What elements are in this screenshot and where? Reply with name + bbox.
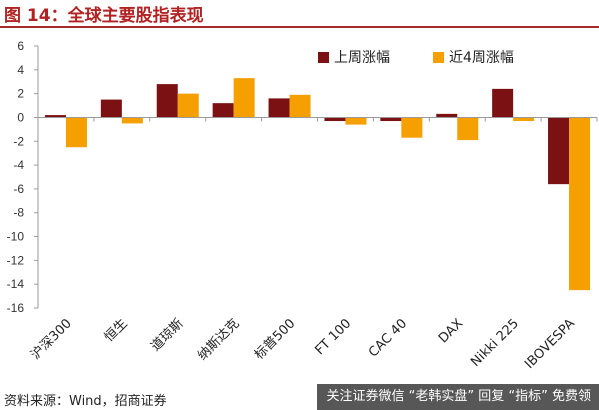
y-tick-label: -6 — [13, 182, 24, 196]
y-tick-label: 6 — [17, 39, 24, 53]
bar-four-week-8 — [513, 117, 535, 122]
x-category-label: FT 100 — [312, 316, 354, 358]
bar-weekly-1 — [100, 99, 122, 118]
bar-weekly-8 — [492, 88, 514, 118]
y-tick-label: 0 — [17, 110, 24, 124]
x-category-label: 标普500 — [252, 316, 299, 363]
bars — [44, 78, 591, 291]
bar-four-week-9 — [569, 117, 591, 291]
y-tick-label: -14 — [7, 277, 25, 291]
x-category-label: 恒生 — [102, 316, 131, 345]
legend-label-four-week: 近4周涨幅 — [449, 50, 514, 66]
bar-weekly-2 — [156, 84, 178, 118]
y-tick-label: -4 — [13, 158, 24, 172]
bar-weekly-5 — [324, 117, 346, 122]
bar-four-week-4 — [289, 94, 311, 118]
y-tick-label: -8 — [13, 206, 24, 220]
x-category-label: CAC 40 — [366, 316, 410, 360]
legend-label-weekly: 上周涨幅 — [334, 50, 390, 66]
x-category-label: IBOVESPA — [522, 316, 578, 372]
bar-four-week-2 — [177, 93, 199, 118]
y-tick-label: 2 — [17, 87, 24, 101]
y-tick-label: 4 — [17, 63, 24, 77]
bar-weekly-6 — [380, 117, 402, 122]
bar-weekly-0 — [44, 115, 66, 118]
legend-swatch-four-week — [433, 52, 444, 63]
legend-swatch-weekly — [318, 52, 329, 63]
bar-weekly-9 — [548, 117, 570, 185]
y-tick-label: -2 — [13, 134, 24, 148]
legend: 上周涨幅 近4周涨幅 — [318, 50, 514, 66]
bar-four-week-1 — [121, 117, 143, 124]
x-category-label: 道琼斯 — [148, 316, 186, 354]
bar-four-week-7 — [457, 117, 479, 141]
bar-weekly-3 — [212, 103, 234, 118]
x-axis: 沪深300 恒生 道琼斯 纳斯达克 标普500 FT 100 CAC 40 DAX Nikki … — [28, 116, 598, 372]
y-tick-label: -12 — [7, 253, 25, 267]
bar-four-week-6 — [401, 117, 423, 138]
x-category-label: 沪深300 — [28, 316, 75, 363]
x-category-label: DAX — [436, 316, 466, 346]
bar-weekly-4 — [268, 98, 290, 118]
y-axis: 6 4 2 0 -2 -4 -6 -8 -10 -12 -14 -16 — [7, 39, 39, 315]
bar-weekly-7 — [436, 113, 458, 118]
x-category-label: 纳斯达克 — [195, 316, 242, 363]
x-category-label: Nikki 225 — [468, 316, 522, 370]
bar-four-week-0 — [65, 117, 87, 148]
source-note: 资料来源：Wind，招商证券 — [4, 394, 167, 409]
y-tick-label: -16 — [7, 301, 25, 315]
y-tick-label: -10 — [7, 230, 25, 244]
title-rule — [0, 26, 599, 28]
bar-four-week-3 — [233, 78, 255, 118]
bar-four-week-5 — [345, 117, 367, 125]
figure-title: 图 14：全球主要股指表现 — [4, 6, 204, 26]
footer-banner: 关注证券微信 “老韩实盘” 回复 “指标” 免费领 — [316, 384, 599, 410]
